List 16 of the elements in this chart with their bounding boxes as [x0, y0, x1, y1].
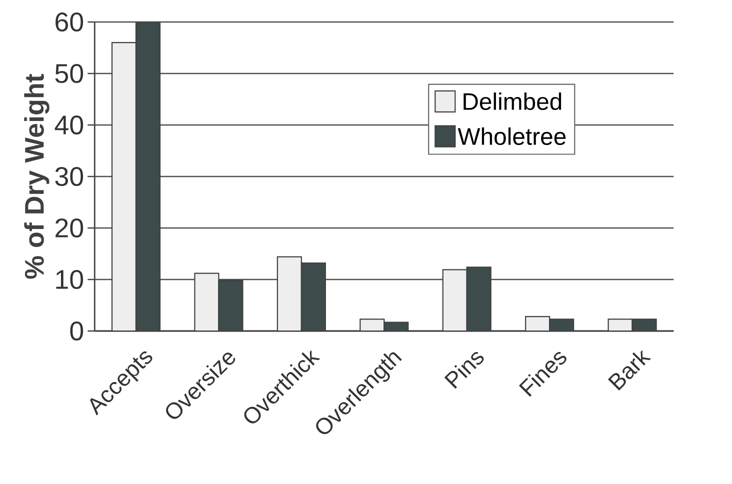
- y-tick-label: 10: [56, 270, 84, 290]
- bar: [442, 269, 468, 331]
- x-tick-label: Pins: [444, 352, 484, 389]
- y-tick-label: 20: [56, 218, 84, 238]
- bar: [276, 256, 302, 331]
- bar: [111, 42, 137, 331]
- legend-label: Wholetree: [458, 127, 566, 145]
- y-tick-label: 0: [70, 321, 84, 341]
- y-tick-label: 60: [56, 12, 84, 32]
- y-tick-label: 50: [55, 64, 84, 84]
- y-tick-label: 30: [55, 166, 84, 186]
- legend-label: Delimbed: [464, 92, 562, 110]
- y-axis-title: % of Dry Weight: [24, 74, 50, 279]
- bar: [525, 316, 550, 331]
- bar: [194, 272, 220, 331]
- y-tick-label: 40: [54, 115, 84, 135]
